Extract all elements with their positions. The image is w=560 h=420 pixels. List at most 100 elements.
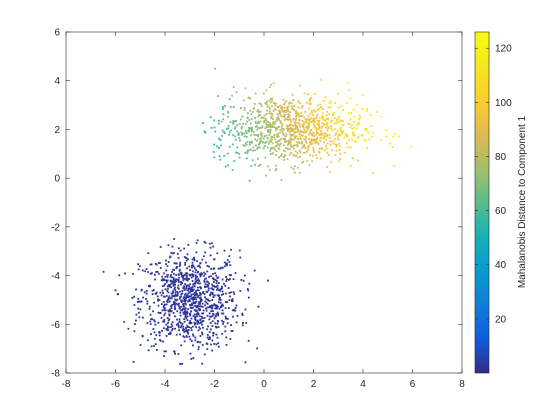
data-point [239, 290, 242, 292]
data-point [309, 129, 312, 132]
data-point [147, 252, 150, 255]
data-point [235, 304, 238, 307]
data-point [254, 138, 257, 141]
data-point [184, 312, 186, 315]
data-point [338, 133, 341, 136]
data-point [170, 304, 173, 307]
data-point [326, 151, 329, 154]
data-point [234, 307, 237, 309]
data-point [330, 100, 332, 103]
data-point [136, 300, 139, 303]
data-point [274, 126, 277, 129]
data-point [325, 145, 327, 147]
data-point [282, 98, 285, 101]
data-point [172, 277, 175, 279]
data-point [167, 287, 169, 290]
data-point [217, 342, 220, 345]
data-point [257, 133, 260, 136]
data-point [244, 123, 247, 125]
data-point [318, 119, 321, 122]
data-point [146, 322, 149, 325]
data-point [179, 307, 181, 309]
data-point [316, 117, 319, 120]
data-point [163, 320, 166, 323]
data-point [173, 238, 176, 240]
data-point [219, 267, 222, 270]
data-point [348, 89, 351, 92]
data-point [211, 325, 214, 327]
data-point [176, 303, 179, 306]
data-point [190, 276, 193, 279]
data-point [353, 120, 356, 123]
data-point [246, 140, 249, 143]
data-point [330, 127, 333, 130]
data-point [351, 157, 354, 160]
data-point [158, 334, 161, 337]
data-point [345, 101, 348, 104]
data-point [219, 296, 221, 299]
data-point [193, 321, 196, 324]
data-point [211, 292, 214, 294]
data-point [220, 304, 223, 307]
data-point [249, 97, 251, 100]
data-point [203, 293, 206, 295]
data-point [198, 273, 201, 276]
data-point [316, 113, 319, 116]
data-point [286, 126, 289, 129]
data-point [279, 113, 282, 116]
data-point [371, 135, 373, 138]
data-point [302, 126, 305, 129]
data-point [204, 285, 206, 288]
data-point [254, 92, 257, 95]
data-point [310, 96, 313, 99]
data-point [172, 312, 175, 314]
data-point [211, 242, 213, 245]
data-point [220, 144, 222, 147]
data-point [281, 108, 283, 111]
data-point [313, 151, 316, 153]
data-point [159, 339, 162, 342]
data-point [191, 261, 194, 264]
data-point [272, 126, 274, 128]
data-point [307, 146, 310, 149]
data-point [334, 134, 336, 137]
data-point [281, 130, 284, 133]
data-point [229, 264, 232, 266]
data-point [170, 307, 173, 310]
data-point [194, 280, 197, 283]
data-point [185, 287, 188, 289]
data-point [305, 136, 308, 139]
data-point [201, 312, 204, 315]
data-point [282, 115, 285, 118]
data-point [225, 317, 228, 320]
data-point [287, 142, 290, 145]
data-point [186, 276, 188, 279]
data-point [227, 278, 230, 281]
data-point [189, 304, 192, 306]
data-point [251, 159, 254, 162]
data-point [228, 98, 231, 100]
data-point [131, 296, 134, 299]
data-point [338, 149, 341, 151]
data-point [118, 274, 121, 277]
data-point [202, 326, 204, 329]
data-point [289, 152, 292, 154]
data-point [186, 274, 188, 277]
data-point [209, 328, 212, 331]
data-point [188, 278, 190, 280]
data-point [369, 114, 372, 116]
data-point [157, 272, 160, 275]
data-point [311, 139, 314, 142]
data-point [200, 315, 203, 318]
data-point [359, 116, 362, 119]
data-point [261, 125, 264, 128]
data-point [194, 271, 197, 274]
data-point [183, 320, 186, 323]
data-point [184, 302, 187, 305]
data-point [195, 269, 197, 271]
x-tick-label: -2 [210, 379, 219, 390]
data-point [288, 153, 291, 156]
data-point [175, 278, 178, 281]
data-point [146, 302, 149, 305]
